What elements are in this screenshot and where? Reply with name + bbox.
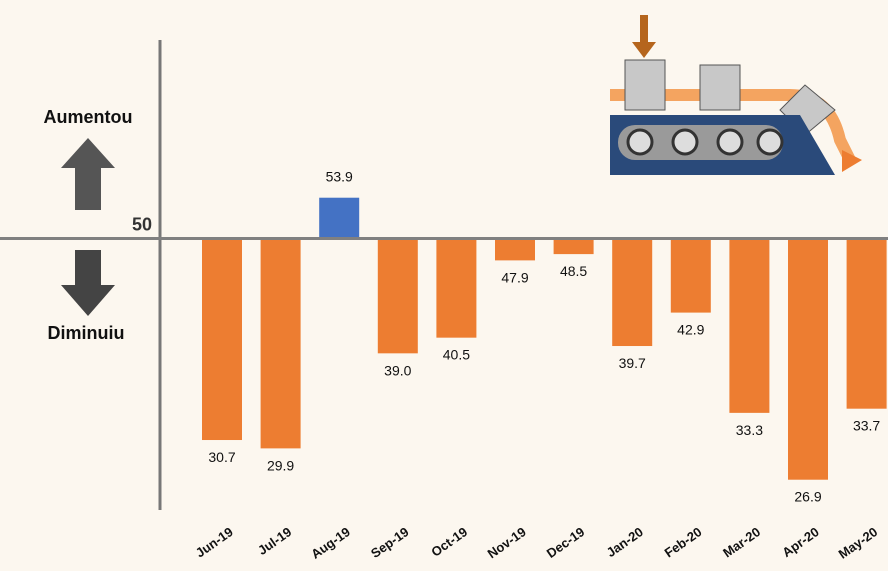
data-label: 40.5: [443, 347, 470, 363]
data-label: 42.9: [677, 322, 704, 338]
bar: [846, 238, 887, 409]
bar: [319, 197, 360, 239]
data-label: 33.7: [853, 418, 880, 434]
bar: [202, 238, 242, 441]
bar: [495, 238, 535, 261]
annotation: Diminuiu: [48, 323, 125, 343]
bar: [729, 238, 770, 413]
data-label: 39.7: [619, 355, 646, 371]
data-label: 53.9: [326, 169, 353, 185]
data-label: 33.3: [736, 422, 763, 438]
bar: [612, 238, 653, 347]
bar: [377, 238, 418, 354]
data-label: 30.7: [208, 449, 235, 465]
data-label: 39.0: [384, 362, 411, 378]
bar: [436, 238, 477, 338]
bar: [788, 238, 828, 480]
data-label: 47.9: [501, 269, 528, 285]
data-label: 29.9: [267, 457, 294, 473]
data-label: 26.9: [794, 489, 821, 505]
y-tick-label: 50: [132, 214, 152, 234]
bar: [670, 238, 711, 313]
data-label: 48.5: [560, 263, 587, 279]
conveyor-icon: [610, 15, 862, 175]
annotation: Aumentou: [44, 107, 133, 127]
bar: [553, 238, 594, 255]
arrows: [61, 138, 115, 316]
bar: [260, 238, 301, 449]
